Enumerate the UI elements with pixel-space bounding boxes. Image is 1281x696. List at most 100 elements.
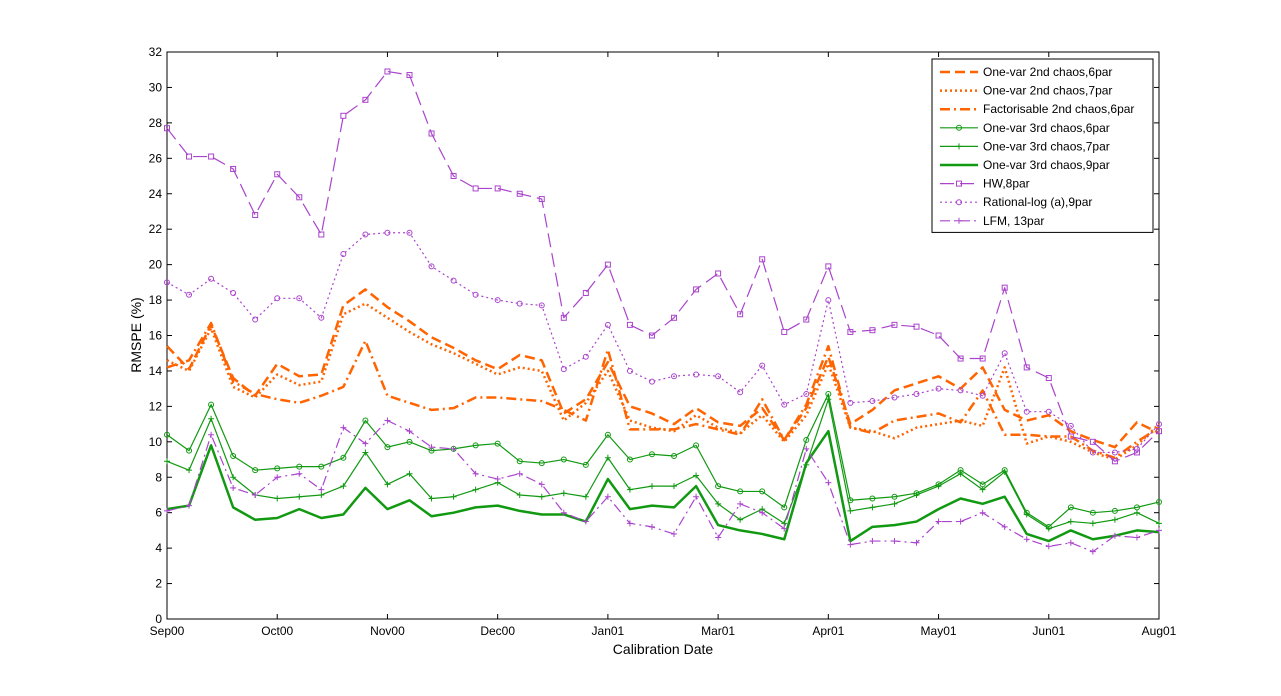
x-tick-label: Dec00	[480, 624, 515, 638]
data-point	[1067, 433, 1074, 440]
legend-label: One-var 3rd chaos,6par	[983, 121, 1110, 135]
data-point	[164, 458, 170, 465]
data-point	[935, 483, 942, 490]
data-point	[847, 328, 854, 335]
data-point	[957, 470, 964, 477]
data-point	[671, 483, 678, 490]
legend-label: LFM, 13par	[983, 214, 1044, 228]
data-point	[384, 481, 391, 488]
data-point	[516, 190, 523, 197]
y-axis-label: RMSPE (%)	[128, 297, 144, 372]
data-point	[230, 484, 237, 491]
data-point	[715, 483, 722, 490]
data-point	[1111, 507, 1118, 514]
data-point	[1133, 449, 1140, 456]
data-point	[230, 452, 237, 459]
y-tick-label: 20	[149, 258, 163, 272]
data-point	[1156, 499, 1162, 506]
data-point	[384, 417, 391, 424]
x-tick-label: Jan01	[592, 624, 625, 638]
data-point	[693, 442, 700, 449]
x-tick-label: Nov00	[370, 624, 405, 638]
data-point	[582, 493, 589, 500]
data-point	[340, 424, 347, 431]
data-point	[296, 295, 303, 302]
data-point	[252, 212, 259, 219]
x-tick-label: Mar01	[701, 624, 735, 638]
data-point	[362, 449, 369, 456]
data-point	[384, 444, 391, 451]
data-point	[913, 390, 920, 397]
y-tick-label: 4	[155, 541, 162, 555]
y-tick-label: 22	[149, 222, 163, 236]
series-line	[166, 429, 1160, 543]
legend-label: One-var 3rd chaos,7par	[983, 139, 1110, 153]
data-point	[428, 495, 435, 502]
data-point	[560, 314, 567, 321]
data-point	[274, 295, 281, 302]
data-point	[208, 415, 215, 422]
data-point	[913, 539, 920, 546]
data-point	[957, 355, 964, 362]
data-point	[825, 479, 832, 486]
series-line	[166, 232, 1160, 454]
data-point	[340, 250, 347, 257]
data-point	[560, 366, 567, 373]
data-point	[1089, 509, 1096, 516]
y-tick-label: 30	[149, 80, 163, 94]
data-point	[737, 311, 744, 318]
data-point	[230, 165, 237, 172]
data-point	[604, 493, 611, 500]
data-point	[759, 509, 766, 516]
data-point	[891, 493, 898, 500]
data-point	[1067, 539, 1074, 546]
series-line	[166, 393, 1160, 528]
series-7	[164, 68, 1162, 465]
data-point	[186, 447, 193, 454]
legend: One-var 2nd chaos,6par One-var 2nd chaos,…	[931, 58, 1154, 233]
series-6	[166, 429, 1160, 543]
data-point	[648, 378, 655, 385]
data-point	[935, 518, 942, 525]
series-9	[164, 417, 1162, 555]
data-point	[362, 96, 369, 103]
data-point	[671, 530, 678, 537]
data-point	[1023, 511, 1030, 518]
data-point	[494, 297, 501, 304]
data-point	[472, 185, 479, 192]
data-point	[428, 263, 435, 270]
data-point	[781, 504, 788, 511]
y-tick-label: 12	[149, 399, 163, 413]
legend-label: HW,8par	[983, 177, 1030, 191]
data-point	[847, 541, 854, 548]
series-line	[166, 398, 1160, 530]
data-point	[450, 277, 457, 284]
data-point	[979, 392, 986, 399]
data-point	[560, 509, 567, 516]
data-point	[1133, 445, 1140, 452]
data-point	[516, 458, 523, 465]
data-point	[296, 463, 303, 470]
data-point	[825, 263, 832, 270]
data-point	[494, 476, 501, 483]
data-point	[274, 171, 281, 178]
data-point	[582, 289, 589, 296]
data-point	[252, 491, 259, 498]
data-point	[472, 442, 479, 449]
data-point	[935, 332, 942, 339]
data-point	[1045, 525, 1052, 532]
data-point	[693, 472, 700, 479]
data-point	[230, 289, 237, 296]
data-point	[891, 538, 898, 545]
data-point	[472, 291, 479, 298]
data-point	[274, 474, 281, 481]
data-point	[869, 327, 876, 334]
data-point	[1001, 523, 1008, 530]
data-point	[318, 314, 325, 321]
data-point	[626, 456, 633, 463]
data-point	[1067, 422, 1074, 429]
y-tick-label: 32	[149, 45, 163, 59]
data-point	[406, 72, 413, 79]
data-point	[626, 486, 633, 493]
y-tick-label: 26	[149, 151, 163, 165]
